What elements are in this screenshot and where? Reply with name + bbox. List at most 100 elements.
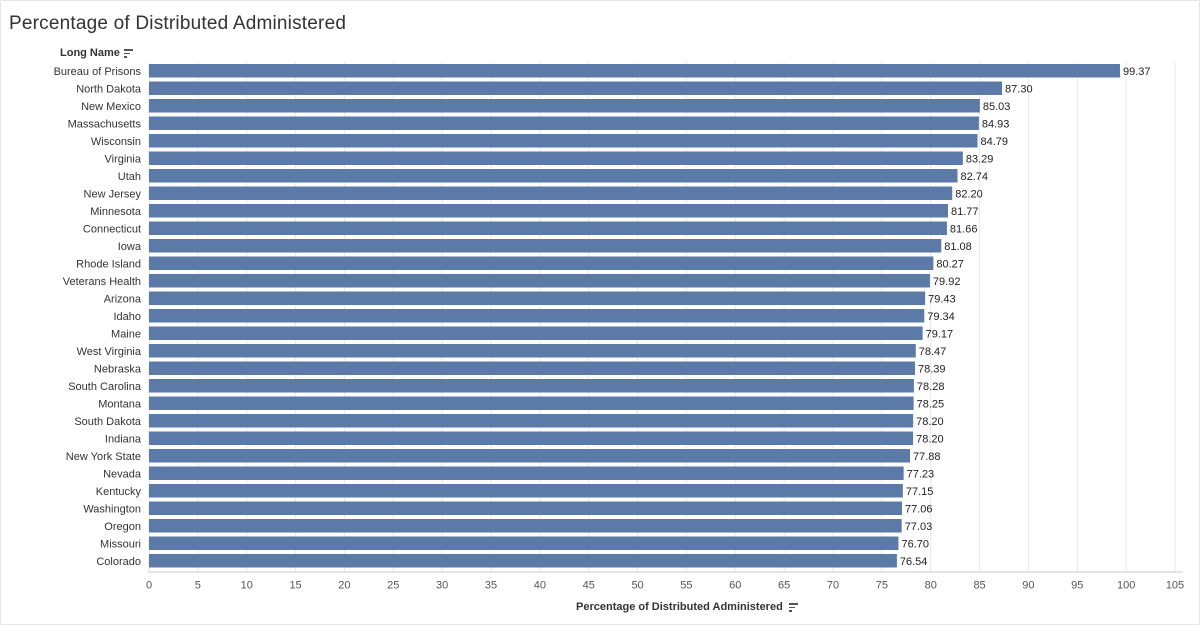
x-axis-title[interactable]: Percentage of Distributed Administered xyxy=(576,601,798,613)
value-label: 79.34 xyxy=(927,311,955,323)
x-tick-label: 80 xyxy=(925,580,937,592)
x-tick-label: 10 xyxy=(241,580,253,592)
value-label: 87.30 xyxy=(1005,83,1033,95)
x-tick-label: 5 xyxy=(195,580,201,592)
bar[interactable] xyxy=(149,361,915,376)
value-label: 79.43 xyxy=(928,293,956,305)
bar[interactable] xyxy=(149,274,930,288)
value-label: 81.66 xyxy=(950,223,978,235)
value-label: 77.15 xyxy=(906,486,934,498)
sort-icon[interactable] xyxy=(123,48,133,58)
bar[interactable] xyxy=(149,554,897,568)
sort-icon[interactable] xyxy=(788,602,798,612)
value-label: 77.88 xyxy=(913,451,941,463)
value-label: 81.77 xyxy=(951,206,979,218)
bar[interactable] xyxy=(149,536,899,551)
category-label: Veterans Health xyxy=(63,276,141,288)
bar[interactable] xyxy=(149,396,914,411)
bar[interactable] xyxy=(149,484,903,498)
x-tick-label: 15 xyxy=(289,580,301,592)
bar[interactable] xyxy=(149,81,1003,96)
bar[interactable] xyxy=(149,169,958,183)
bar[interactable] xyxy=(149,519,902,533)
category-label: New Jersey xyxy=(84,188,142,200)
bar[interactable] xyxy=(149,186,953,201)
x-axis-title-label: Percentage of Distributed Administered xyxy=(576,601,783,613)
category-label: Massachusetts xyxy=(68,118,142,130)
category-label: Idaho xyxy=(113,311,141,323)
category-label: South Dakota xyxy=(74,416,142,428)
x-tick-label: 85 xyxy=(973,580,985,592)
bar[interactable] xyxy=(149,116,979,131)
category-label: Connecticut xyxy=(83,223,141,235)
category-label: New York State xyxy=(66,451,141,463)
bar[interactable] xyxy=(149,379,914,393)
x-tick-label: 50 xyxy=(631,580,643,592)
category-label: Arizona xyxy=(104,293,142,305)
value-label: 78.20 xyxy=(916,433,944,445)
value-label: 78.39 xyxy=(918,363,946,375)
bar[interactable] xyxy=(149,309,925,323)
category-label: Minnesota xyxy=(90,206,142,218)
bar[interactable] xyxy=(149,221,947,236)
x-tick-label: 65 xyxy=(778,580,790,592)
bar[interactable] xyxy=(149,326,923,341)
value-label: 81.08 xyxy=(944,241,972,253)
x-tick-label: 0 xyxy=(146,580,152,592)
category-label: Oregon xyxy=(104,521,141,533)
x-tick-label: 100 xyxy=(1117,580,1135,592)
value-label: 78.28 xyxy=(917,381,945,393)
x-tick-label: 60 xyxy=(729,580,741,592)
value-label: 77.06 xyxy=(905,503,933,515)
category-label: West Virginia xyxy=(77,346,142,358)
x-tick-label: 40 xyxy=(534,580,546,592)
value-label: 82.74 xyxy=(960,171,988,183)
value-label: 78.20 xyxy=(916,416,944,428)
value-label: 78.25 xyxy=(917,398,945,410)
category-label: Nevada xyxy=(103,468,142,480)
value-label: 82.20 xyxy=(955,188,983,200)
category-label: Wisconsin xyxy=(91,136,141,148)
bar[interactable] xyxy=(149,256,934,271)
category-label: Montana xyxy=(98,398,142,410)
bar[interactable] xyxy=(149,64,1120,78)
bar[interactable] xyxy=(149,501,902,516)
x-axis-ticks: 0 5 10 15 20 25 30 35 40 45 50 55 60 65 70 75 80 85 90 95 10… xyxy=(146,580,1184,592)
x-tick-label: 95 xyxy=(1071,580,1083,592)
x-tick-label: 105 xyxy=(1166,580,1184,592)
bar[interactable] xyxy=(149,204,949,218)
category-label: South Carolina xyxy=(68,381,142,393)
bar[interactable] xyxy=(149,414,914,428)
x-tick-label: 30 xyxy=(436,580,448,592)
bar[interactable] xyxy=(149,239,942,253)
category-label: Rhode Island xyxy=(76,258,141,270)
category-label: Washington xyxy=(83,503,141,515)
bars: Bureau of Prisons 99.37 North Dakota 87.30 N… xyxy=(54,64,1151,568)
category-label: Nebraska xyxy=(94,363,142,375)
bar[interactable] xyxy=(149,466,904,481)
value-label: 77.03 xyxy=(905,521,933,533)
bar[interactable] xyxy=(149,99,980,113)
chart-title: Percentage of Distributed Administered xyxy=(9,13,347,34)
bar[interactable] xyxy=(149,344,916,358)
bar[interactable] xyxy=(149,431,914,446)
category-label: North Dakota xyxy=(76,83,142,95)
bar[interactable] xyxy=(149,151,963,166)
category-label: Utah xyxy=(118,171,141,183)
x-tick-label: 25 xyxy=(387,580,399,592)
bar[interactable] xyxy=(149,449,910,463)
x-tick-label: 55 xyxy=(680,580,692,592)
category-label: Bureau of Prisons xyxy=(54,66,142,78)
value-label: 99.37 xyxy=(1123,66,1151,78)
category-label: Indiana xyxy=(105,433,142,445)
value-label: 79.17 xyxy=(926,328,954,340)
category-label: Colorado xyxy=(96,556,141,568)
row-header-label: Long Name xyxy=(60,47,120,59)
bar[interactable] xyxy=(149,134,978,148)
value-label: 76.54 xyxy=(900,556,928,568)
value-label: 77.23 xyxy=(907,468,935,480)
x-tick-label: 35 xyxy=(485,580,497,592)
bar[interactable] xyxy=(149,291,926,306)
row-header[interactable]: Long Name xyxy=(60,47,133,59)
